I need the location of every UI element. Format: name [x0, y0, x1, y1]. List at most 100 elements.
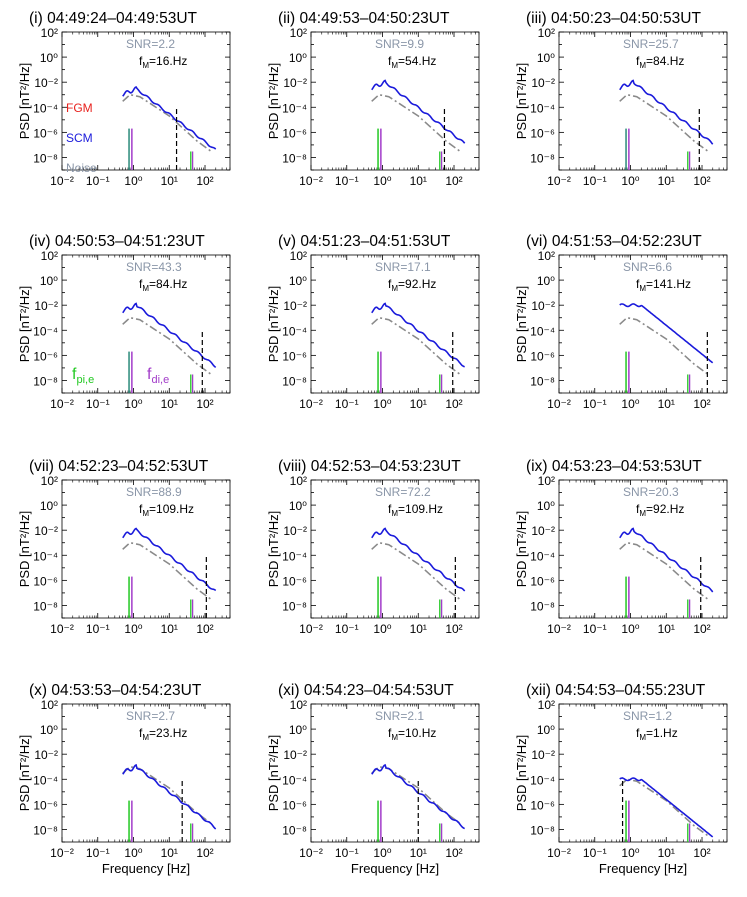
x-tick-label: 10⁻²: [299, 846, 323, 860]
fm-label: fM=92.Hz: [388, 277, 436, 293]
snr-label: SNR=6.6: [623, 260, 672, 274]
y-tick-label: 10⁻⁶: [530, 349, 555, 363]
y-tick-label: 10⁰: [289, 723, 307, 737]
scm-spectrum-line: [371, 79, 466, 144]
y-tick-label: 10⁻⁴: [282, 549, 307, 563]
psd-panel-1: (i) 04:49:24–04:49:53UT 10⁻² 10⁻¹ 10⁰ 10¹ 10²…: [17, 10, 231, 188]
psd-panel-11: (xi) 04:54:23–04:54:53UT 10⁻² 10⁻¹ 10⁰ 10¹ 10…: [266, 682, 480, 876]
y-tick-label: 10⁰: [40, 51, 58, 65]
plot-frame: [310, 254, 480, 394]
x-tick-label: 10⁻¹: [583, 397, 607, 411]
panel-title: (viii) 04:52:53–04:53:23UT: [278, 458, 461, 475]
y-tick-label: 10⁻²: [531, 748, 555, 762]
snr-label: SNR=72.2: [375, 485, 431, 499]
noise-spectrum-line: [122, 765, 212, 825]
x-tick-label: 10⁻²: [299, 174, 323, 188]
x-tick-label: 10⁻¹: [335, 397, 359, 411]
x-tick-label: 10²: [693, 397, 710, 411]
plot-frame: [61, 31, 231, 171]
panel-title: (v) 04:51:23–04:51:53UT: [278, 233, 451, 250]
scm-spectrum-line: [122, 763, 217, 830]
noise-spectrum-line: [371, 316, 461, 376]
plot-area: [371, 79, 466, 170]
plot-frame: [558, 31, 728, 171]
y-tick-label: 10²: [41, 249, 58, 263]
noise-spectrum-line: [619, 541, 709, 601]
y-tick-label: 10⁻⁴: [33, 324, 58, 338]
x-axis-label: Frequency [Hz]: [102, 861, 190, 876]
x-tick-label: 10⁰: [621, 846, 639, 860]
snr-label: SNR=2.1: [375, 709, 424, 723]
noise-spectrum-line: [371, 93, 461, 153]
psd-panel-2: (ii) 04:49:53–04:50:23UT 10⁻² 10⁻¹ 10⁰ 10¹ 10…: [266, 10, 480, 188]
x-tick-label: 10⁰: [621, 622, 639, 636]
x-tick-label: 10¹: [658, 622, 675, 636]
y-tick-label: 10⁻⁸: [530, 151, 555, 165]
x-axis-label: Frequency [Hz]: [351, 861, 439, 876]
noise-spectrum-line: [619, 778, 709, 837]
y-tick-label: 10⁻⁸: [33, 823, 58, 837]
x-tick-label: 10⁻²: [547, 846, 571, 860]
y-tick-label: 10⁻⁶: [282, 126, 307, 140]
psd-panel-7: (vii) 04:52:23–04:52:53UT 10⁻² 10⁻¹ 10⁰ 10¹ 1…: [17, 458, 231, 636]
y-tick-label: 10⁰: [289, 499, 307, 513]
f-label-0: fpi,e: [72, 366, 94, 386]
scm-spectrum-line: [122, 85, 217, 150]
scm-spectrum-line: [619, 79, 714, 145]
x-tick-label: 10¹: [410, 174, 427, 188]
panel-title: (vii) 04:52:23–04:52:53UT: [29, 458, 209, 475]
x-tick-label: 10⁰: [124, 846, 142, 860]
y-tick-label: 10⁻⁴: [33, 773, 58, 787]
x-tick-label: 10⁻¹: [583, 622, 607, 636]
x-tick-label: 10⁰: [621, 174, 639, 188]
y-axis-label: PSD [nT²/Hz]: [266, 511, 281, 588]
y-tick-label: 10⁻²: [34, 299, 58, 313]
x-tick-label: 10¹: [410, 397, 427, 411]
plot-area: [122, 527, 217, 618]
y-tick-label: 10⁰: [537, 723, 555, 737]
plot-area: [619, 777, 714, 842]
f-label-1: fdi,e: [147, 366, 169, 386]
plot-area: [371, 527, 466, 618]
plot-area: [371, 763, 465, 842]
y-tick-label: 10⁰: [40, 723, 58, 737]
noise-spectrum-line: [122, 316, 212, 376]
plot-area: [122, 763, 217, 842]
noise-spectrum-line: [371, 541, 461, 601]
y-tick-label: 10⁻²: [531, 524, 555, 538]
panel-title: (xi) 04:54:23–04:54:53UT: [278, 682, 454, 699]
y-tick-label: 10²: [290, 474, 307, 488]
y-tick-label: 10⁻²: [34, 524, 58, 538]
y-axis-label: PSD [nT²/Hz]: [514, 286, 529, 363]
y-tick-label: 10⁻⁶: [33, 349, 58, 363]
fm-label: fM=16.Hz: [139, 54, 187, 70]
x-tick-label: 10¹: [161, 174, 178, 188]
y-tick-label: 10⁻⁴: [282, 101, 307, 115]
plot-frame: [558, 703, 728, 843]
fm-label: fM=84.Hz: [139, 277, 187, 293]
x-tick-label: 10⁰: [124, 622, 142, 636]
y-tick-label: 10⁻⁸: [530, 599, 555, 613]
scm-spectrum-line: [619, 777, 714, 838]
plot-frame: [310, 479, 480, 619]
noise-spectrum-line: [371, 765, 461, 825]
x-tick-label: 10²: [196, 174, 213, 188]
x-tick-label: 10⁻²: [50, 174, 74, 188]
plot-area: [619, 527, 714, 618]
x-axis-label: Frequency [Hz]: [599, 861, 687, 876]
y-tick-label: 10⁻²: [283, 76, 307, 90]
y-tick-label: 10⁻⁴: [530, 773, 555, 787]
scm-spectrum-line: [619, 527, 714, 593]
x-tick-label: 10¹: [161, 397, 178, 411]
psd-panel-10: (x) 04:53:53–04:54:23UT 10⁻² 10⁻¹ 10⁰ 10¹ 10²…: [17, 682, 231, 876]
y-tick-label: 10²: [41, 698, 58, 712]
plot-frame: [61, 254, 231, 394]
x-tick-label: 10⁻²: [547, 622, 571, 636]
scm-spectrum-line: [122, 302, 217, 369]
fm-label: fM=109.Hz: [388, 502, 443, 518]
y-tick-label: 10⁻²: [34, 76, 58, 90]
x-tick-label: 10²: [445, 846, 462, 860]
y-tick-label: 10²: [41, 26, 58, 40]
y-tick-label: 10⁻⁸: [33, 599, 58, 613]
